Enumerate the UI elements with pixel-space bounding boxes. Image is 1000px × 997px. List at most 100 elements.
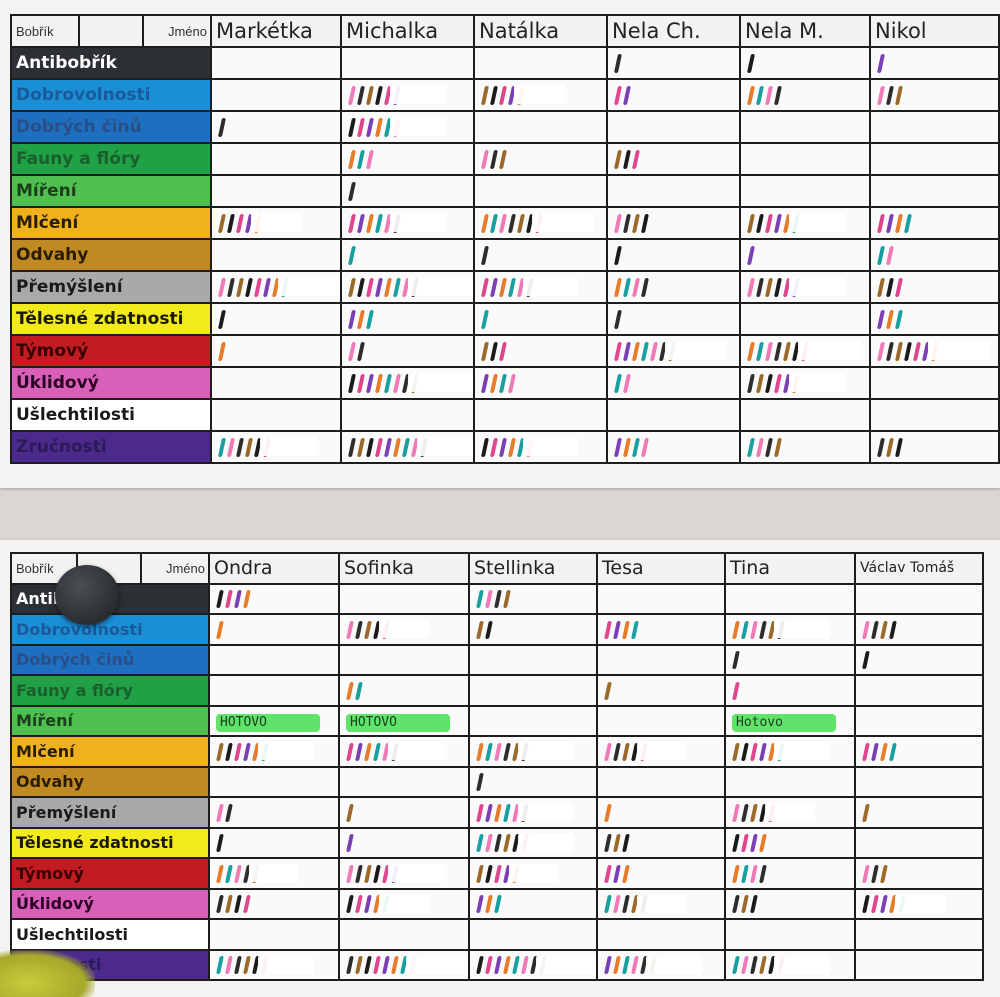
tally-cell (473, 398, 608, 432)
tally-stroke (373, 956, 381, 974)
tally-stroke (346, 681, 354, 700)
tally-stroke (756, 214, 764, 233)
tally-cell (724, 857, 856, 890)
tally-stroke (348, 118, 356, 137)
tally-marks (214, 954, 334, 977)
tally-marks (745, 307, 865, 331)
tally-cell (208, 826, 340, 859)
tally-stroke (218, 278, 226, 297)
category-row: Přemýšlení (10, 270, 1000, 304)
header-jmeno: Jméno (140, 552, 210, 585)
tally-cell (468, 582, 598, 615)
correction-tape (789, 277, 845, 297)
tally-stroke (774, 86, 782, 105)
tally-marks (474, 771, 592, 794)
tally-cell (340, 302, 475, 336)
tally-stroke (355, 864, 363, 883)
tally-stroke (355, 956, 363, 974)
tally-marks (474, 588, 592, 611)
tally-marks (875, 307, 994, 331)
tally-stroke (373, 742, 381, 761)
tally-stroke (218, 214, 226, 233)
tally-stroke (886, 246, 894, 265)
tally-stroke (348, 438, 356, 457)
tally-marks (479, 339, 602, 363)
tally-marks: Hotovo (730, 710, 850, 733)
tally-cell (606, 430, 741, 464)
tally-marks (474, 618, 592, 641)
correction-tape (774, 620, 830, 638)
tally-stroke (765, 86, 773, 105)
tally-stroke (225, 742, 233, 761)
tally-marks (474, 923, 592, 946)
tally-stroke (774, 438, 782, 457)
category-label: Přemýšlení (10, 796, 210, 829)
tally-cell (869, 78, 1000, 112)
tally-stroke (614, 438, 622, 457)
tally-stroke (494, 834, 502, 852)
tally-marks (474, 832, 592, 855)
tally-stroke (750, 895, 758, 913)
tally-stroke (234, 590, 242, 608)
tally-stroke (481, 374, 489, 393)
tally-stroke (604, 803, 612, 822)
tally-stroke (604, 956, 612, 974)
tally-stroke (622, 742, 630, 761)
tally-stroke (225, 956, 233, 974)
tally-stroke (741, 895, 749, 913)
tally-cell (468, 826, 598, 859)
tally-cell (208, 765, 340, 798)
tally-stroke (895, 438, 903, 457)
tally-marks (216, 403, 336, 427)
tally-stroke (245, 438, 253, 457)
tally-marks (474, 740, 592, 763)
tally-cell (854, 796, 984, 829)
tally-stroke (481, 86, 489, 105)
tally-cell (473, 430, 608, 464)
tally-stroke (366, 438, 374, 457)
tally-marks (474, 862, 592, 885)
tally-cell (210, 334, 342, 368)
tally-marks (214, 923, 334, 946)
category-label: Míření (10, 174, 212, 208)
category-label: Dobrých činů (10, 110, 212, 144)
tally-marks (216, 435, 336, 459)
tally-marks (602, 740, 720, 763)
tally-stroke (346, 956, 354, 974)
tally-cell (473, 78, 608, 112)
tally-stroke (348, 182, 356, 201)
tally-stroke (759, 834, 767, 852)
correction-tape (258, 742, 314, 760)
tally-cell (473, 270, 608, 304)
tally-stroke (904, 214, 912, 233)
tally-cell (468, 887, 598, 920)
tally-cell (739, 78, 871, 112)
tally-cell (596, 796, 726, 829)
tally-stroke (623, 438, 631, 457)
correction-tape (408, 373, 472, 393)
category-row: Mlčení (10, 206, 1000, 240)
tally-cell (340, 398, 475, 432)
tally-stroke (375, 118, 383, 137)
tally-marks (346, 83, 469, 107)
tally-stroke (622, 620, 630, 639)
tally-marks (216, 179, 336, 203)
category-label: Ušlechtilosti (10, 398, 212, 432)
tally-stroke (756, 342, 764, 361)
tally-cell (854, 735, 984, 768)
tally-marks (875, 371, 994, 395)
tally-marks (875, 147, 994, 171)
tally-stroke (243, 895, 251, 913)
tally-marks (612, 147, 735, 171)
tally-marks (745, 211, 865, 235)
tally-stroke (225, 803, 233, 822)
tally-stroke (243, 956, 251, 974)
tally-stroke (499, 86, 507, 105)
header-bobrik: Bobřík (10, 14, 80, 48)
category-row: Mlčení (10, 735, 984, 768)
tally-stroke (364, 956, 372, 974)
tally-stroke (886, 438, 894, 457)
tally-stroke (384, 374, 392, 393)
tally-stroke (216, 803, 224, 822)
category-row: Zručnosti (10, 948, 984, 981)
